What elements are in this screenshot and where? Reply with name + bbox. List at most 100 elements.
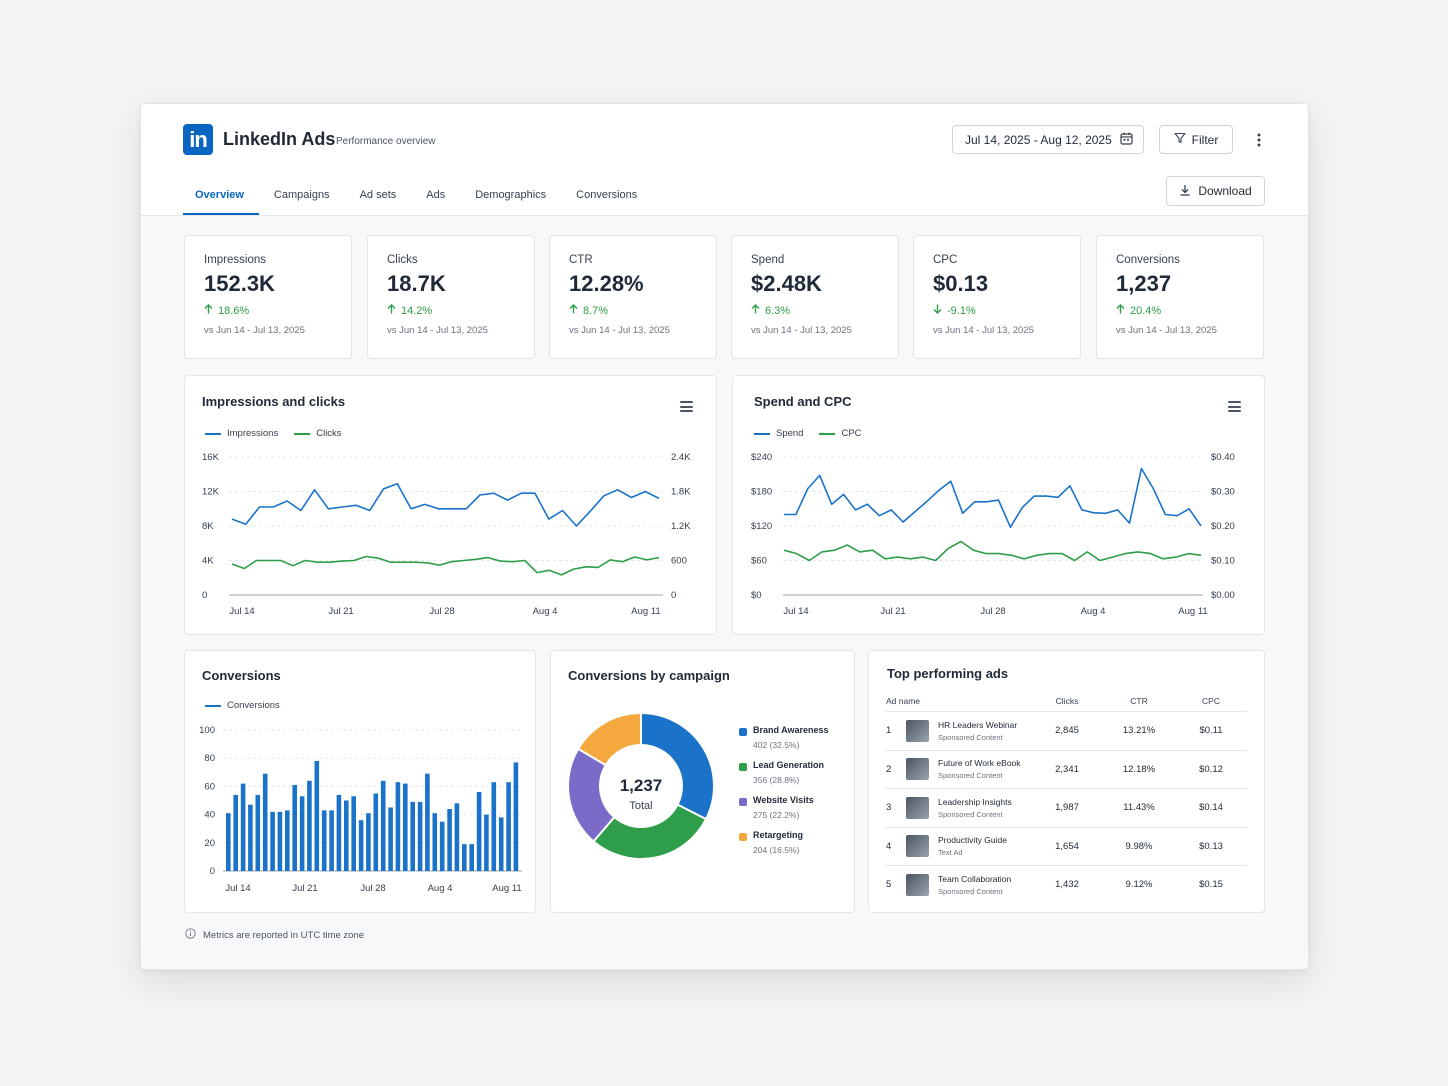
legend-item[interactable]: CPC bbox=[819, 428, 862, 439]
ad-clicks: 1,432 bbox=[1055, 879, 1079, 891]
ad-rank: 5 bbox=[886, 879, 892, 891]
bar bbox=[270, 811, 275, 871]
x-tick-label: Jul 14 bbox=[229, 606, 254, 617]
bar bbox=[395, 782, 401, 871]
x-tick-label: Jul 14 bbox=[225, 883, 250, 894]
kpi-value: $2.48K bbox=[751, 271, 822, 296]
x-tick-label: Jul 21 bbox=[328, 606, 353, 617]
ad-type: Sponsored Content bbox=[938, 809, 1003, 819]
donut-slice-retargeting bbox=[576, 711, 642, 767]
kpi-compare: vs Jun 14 - Jul 13, 2025 bbox=[933, 325, 1034, 336]
top-ads-card: Top performing ads Ad name Clicks CTR CP… bbox=[868, 650, 1265, 913]
chart-menu-icon[interactable] bbox=[1228, 401, 1241, 412]
more-options-icon[interactable] bbox=[1249, 129, 1269, 151]
filter-button[interactable]: Filter bbox=[1159, 125, 1233, 154]
chart-menu-icon[interactable] bbox=[680, 401, 693, 412]
legend-item[interactable]: Conversions bbox=[205, 700, 280, 711]
download-label: Download bbox=[1198, 184, 1252, 198]
bar bbox=[285, 810, 290, 871]
tab-ad-sets[interactable]: Ad sets bbox=[359, 189, 397, 201]
bar bbox=[248, 804, 253, 871]
kpi-value: 12.28% bbox=[569, 271, 644, 296]
table-row[interactable]: 3 Leadership Insights Sponsored Content 1,9… bbox=[885, 788, 1247, 828]
ad-name[interactable]: Team Collaboration bbox=[938, 873, 1012, 884]
ad-name[interactable]: HR Leaders Webinar bbox=[938, 719, 1018, 730]
linkedin-logo: in bbox=[183, 124, 213, 155]
ad-type: Sponsored Content bbox=[938, 886, 1003, 896]
ad-name[interactable]: Productivity Guide bbox=[938, 835, 1007, 846]
legend-item[interactable]: Retargeting 204 (16.5%) bbox=[739, 830, 829, 865]
bar bbox=[262, 773, 268, 871]
col-ad-name[interactable]: Ad name bbox=[885, 691, 1031, 712]
y-tick-label: $0 bbox=[751, 590, 762, 601]
arrow-up-icon bbox=[751, 304, 760, 317]
conversions-card: Conversions Conversions 100 80 60 40 20 0 Jul … bbox=[184, 650, 536, 913]
legend-item[interactable]: Spend bbox=[754, 428, 803, 439]
y2-tick-label: 1.8K bbox=[671, 487, 691, 498]
ad-thumbnail bbox=[906, 719, 929, 742]
tab-conversions[interactable]: Conversions bbox=[576, 189, 638, 201]
top-ads-table: Ad name Clicks CTR CPC 1 HR Leaders Webin… bbox=[885, 691, 1247, 904]
table-row[interactable]: 4 Productivity Guide Text Ad 1,654 9.98% $0.1… bbox=[885, 827, 1247, 866]
y-tick-label: 60 bbox=[204, 781, 215, 792]
y-tick-label: $60 bbox=[751, 556, 767, 567]
col-ctr[interactable]: CTR bbox=[1103, 691, 1175, 712]
legend-item[interactable]: Brand Awareness 402 (32.5%) bbox=[739, 725, 829, 760]
download-button[interactable]: Download bbox=[1166, 176, 1265, 206]
y-tick-label: 100 bbox=[199, 725, 215, 736]
x-tick-label: Aug 4 bbox=[533, 606, 558, 617]
bar bbox=[373, 793, 379, 871]
x-tick-label: Aug 11 bbox=[492, 883, 521, 894]
ad-name[interactable]: Leadership Insights bbox=[938, 796, 1012, 807]
table-row[interactable]: 1 HR Leaders Webinar Sponsored Content 2,84… bbox=[885, 711, 1247, 751]
bar bbox=[476, 792, 482, 871]
tab-overview[interactable]: Overview bbox=[183, 176, 259, 215]
kpi-change: 6.3% bbox=[765, 304, 791, 317]
kpi-change: 18.6% bbox=[218, 304, 250, 317]
tab-ads[interactable]: Ads bbox=[426, 189, 446, 201]
bar bbox=[432, 813, 438, 871]
kpi-label: Spend bbox=[751, 254, 785, 266]
tab-demographics[interactable]: Demographics bbox=[475, 189, 547, 201]
kpi-card-conversions: Conversions 1,237 20.4% vs Jun 14 - Jul … bbox=[1096, 235, 1264, 359]
conversions-donut-chart: 1,237 Total bbox=[567, 711, 715, 860]
table-row[interactable]: 5 Team Collaboration Sponsored Content 1,43… bbox=[885, 866, 1247, 904]
date-range-picker[interactable]: Jul 14, 2025 - Aug 12, 2025 bbox=[952, 125, 1144, 154]
x-tick-label: Jul 28 bbox=[360, 883, 385, 894]
legend-item[interactable]: Website Visits 275 (22.2%) bbox=[739, 795, 829, 830]
kpi-label: Clicks bbox=[387, 254, 418, 266]
download-icon bbox=[1179, 184, 1191, 199]
arrow-down-icon bbox=[933, 304, 942, 317]
table-row[interactable]: 2 Future of Work eBook Sponsored Content 2,… bbox=[885, 750, 1247, 789]
donut-center-value: 1,237 bbox=[620, 776, 663, 795]
legend-item[interactable]: Clicks bbox=[294, 428, 342, 439]
col-clicks[interactable]: Clicks bbox=[1031, 691, 1103, 712]
y2-tick-label: $0.10 bbox=[1211, 556, 1235, 567]
bar bbox=[366, 813, 371, 871]
y-tick-label: $240 bbox=[751, 452, 772, 463]
tab-campaigns[interactable]: Campaigns bbox=[273, 189, 330, 201]
legend-item[interactable]: Lead Generation 356 (28.8%) bbox=[739, 760, 829, 795]
ad-name[interactable]: Future of Work eBook bbox=[938, 758, 1021, 769]
conversions-bar-chart: 100 80 60 40 20 0 Jul 14 Jul 21 Jul 28 Aug 4 Aug 1… bbox=[199, 725, 522, 894]
chart-legend: Impressions Clicks bbox=[205, 428, 342, 439]
arrow-up-icon bbox=[1116, 304, 1125, 317]
y-tick-label: $180 bbox=[751, 487, 772, 498]
y-tick-label: 80 bbox=[204, 753, 215, 764]
legend-item[interactable]: Impressions bbox=[205, 428, 278, 439]
bar bbox=[351, 796, 356, 871]
bar bbox=[336, 794, 342, 871]
kpi-card-clicks: Clicks 18.7K 14.2% vs Jun 14 - Jul 13, 2… bbox=[367, 235, 535, 359]
col-cpc[interactable]: CPC bbox=[1175, 691, 1247, 712]
spend-cpc-card: Spend and CPC Spend CPC $240 $0.40 $180 $0.… bbox=[732, 375, 1265, 635]
conversions-by-campaign-card: Conversions by campaign 1,237 Total Brand… bbox=[550, 650, 855, 913]
y2-tick-label: $0.20 bbox=[1211, 521, 1235, 532]
bar bbox=[506, 782, 511, 871]
ad-rank: 1 bbox=[885, 711, 905, 751]
y2-tick-label: 2.4K bbox=[671, 452, 691, 463]
ad-clicks: 1,987 bbox=[1031, 788, 1103, 828]
kpi-label: CTR bbox=[569, 254, 593, 266]
bar bbox=[226, 813, 231, 871]
kpi-label: Impressions bbox=[204, 254, 266, 266]
kpi-change: 14.2% bbox=[401, 304, 433, 317]
